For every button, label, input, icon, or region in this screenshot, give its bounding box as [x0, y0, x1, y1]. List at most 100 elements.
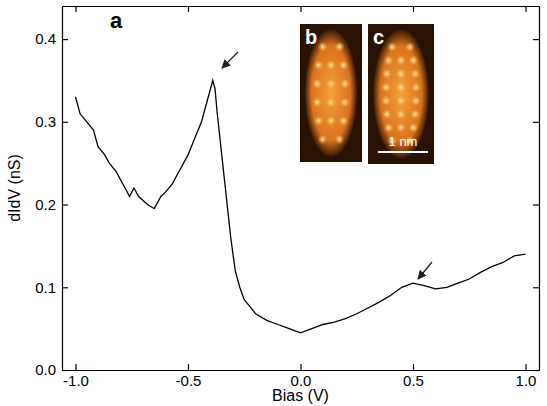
atom-spot	[334, 134, 344, 144]
atom-spot	[340, 97, 350, 107]
atom-spot	[384, 55, 394, 65]
scale-bar-label: 1 nm	[389, 134, 418, 149]
y-tick-label: 0.3	[35, 113, 56, 130]
x-tick-mark	[525, 364, 526, 370]
atom-spot	[410, 69, 420, 79]
inset-background	[368, 24, 434, 164]
atom-spot	[318, 134, 328, 144]
atom-spot	[326, 60, 336, 70]
atom-spot	[338, 116, 348, 126]
x-axis: -1.0 -0.5 0.0 0.5 1.0	[63, 364, 540, 389]
x-tick: 0.0	[291, 364, 312, 389]
x-tick	[76, 6, 77, 12]
y-axis: 0.0 0.1 0.2 0.3 0.4	[35, 7, 68, 379]
scale-bar	[378, 151, 428, 153]
x-tick-mark	[525, 6, 526, 12]
x-tick	[526, 6, 527, 12]
y-tick-mark	[533, 204, 539, 205]
atom-spot	[411, 96, 421, 106]
atom-spot	[405, 42, 415, 52]
x-tick-mark	[188, 6, 189, 12]
atom-spot	[314, 60, 324, 70]
x-tick-label: 1.0	[516, 372, 537, 389]
panel-label: c	[373, 26, 384, 48]
arrow	[222, 52, 238, 68]
y-axis	[533, 7, 540, 371]
atom-spot	[396, 123, 406, 133]
atom-spot	[411, 82, 421, 92]
x-tick-mark	[188, 364, 189, 370]
atom-spot	[312, 79, 322, 89]
x-tick-label: -1.0	[63, 372, 89, 389]
y-tick-mark	[533, 287, 539, 288]
atom-spot	[396, 55, 406, 65]
atom-spot	[410, 109, 420, 119]
atom-spot	[408, 55, 418, 65]
atom-spot	[381, 82, 391, 92]
x-tick-mark	[75, 364, 76, 370]
y-tick-mark	[62, 39, 68, 40]
arrow	[418, 262, 432, 279]
atom-spot	[384, 123, 394, 133]
atom-spot	[326, 97, 336, 107]
molecule	[305, 30, 357, 157]
atom-spot	[382, 69, 392, 79]
atom-spot	[340, 79, 350, 89]
x-tick-mark	[75, 6, 76, 12]
panel-label: b	[305, 26, 317, 48]
atom-spot	[381, 96, 391, 106]
stm-inset: c 1 nm	[368, 24, 434, 164]
y-tick-mark	[62, 287, 68, 288]
atom-spot	[396, 69, 406, 79]
x-tick-mark	[300, 364, 301, 370]
panel-label: a	[110, 8, 123, 33]
plot: -1.0 -0.5 0.0 0.5 1.0 0.0 0.1 0.2 0.3 0.4	[35, 6, 539, 389]
atom-spot	[382, 109, 392, 119]
molecule	[373, 30, 428, 159]
y-tick: 0.2	[35, 196, 68, 213]
x-tick	[301, 6, 302, 12]
x-tick-mark	[413, 364, 414, 370]
y-tick: 0.4	[35, 30, 68, 47]
y-tick	[533, 39, 539, 40]
figure: -1.0 -0.5 0.0 0.5 1.0 0.0 0.1 0.2 0.3 0.4 Bias (V)…	[0, 0, 547, 406]
y-tick-label: 0.0	[35, 361, 56, 378]
atom-spot	[387, 42, 397, 52]
inset-background	[300, 24, 362, 162]
atom-spot	[314, 116, 324, 126]
y-tick-label: 0.4	[35, 30, 56, 47]
x-tick-label: -0.5	[176, 372, 202, 389]
atom-spot	[312, 97, 322, 107]
x-tick: 0.5	[403, 364, 424, 389]
atom-spot	[396, 109, 406, 119]
y-tick-mark	[533, 39, 539, 40]
atom-spot	[396, 96, 406, 106]
y-tick	[533, 287, 539, 288]
x-tick: 1.0	[516, 364, 537, 389]
y-tick-mark	[533, 370, 539, 371]
stm-inset: b	[300, 24, 362, 162]
atom-spot	[334, 42, 344, 52]
atom-spot	[318, 42, 328, 52]
x-tick-mark	[413, 6, 414, 12]
y-tick	[533, 122, 539, 123]
y-tick: 0.3	[35, 113, 68, 130]
y-tick: 0.1	[35, 279, 68, 296]
x-axis-title: Bias (V)	[272, 387, 329, 404]
y-tick-mark	[62, 122, 68, 123]
y-tick: 0.0	[35, 361, 68, 378]
atom-spot	[408, 123, 418, 133]
x-tick-mark	[300, 6, 301, 12]
atom-spot	[338, 60, 348, 70]
x-tick: -0.5	[176, 364, 202, 389]
y-tick	[533, 205, 539, 206]
y-tick-label: 0.2	[35, 196, 56, 213]
y-tick-mark	[533, 122, 539, 123]
y-tick-label: 0.1	[35, 279, 56, 296]
x-tick	[188, 6, 189, 12]
atom-spot	[326, 79, 336, 89]
y-axis-title: dIdV (nS)	[6, 154, 23, 222]
x-tick: -1.0	[63, 364, 89, 389]
y-axis-line	[62, 7, 63, 371]
x-tick-label: 0.5	[403, 372, 424, 389]
